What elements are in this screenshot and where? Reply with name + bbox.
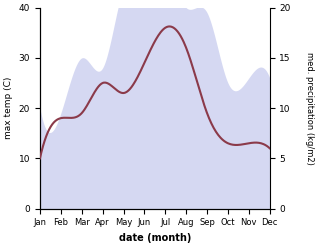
Y-axis label: max temp (C): max temp (C)	[4, 77, 13, 139]
X-axis label: date (month): date (month)	[119, 233, 191, 243]
Y-axis label: med. precipitation (kg/m2): med. precipitation (kg/m2)	[305, 52, 314, 165]
